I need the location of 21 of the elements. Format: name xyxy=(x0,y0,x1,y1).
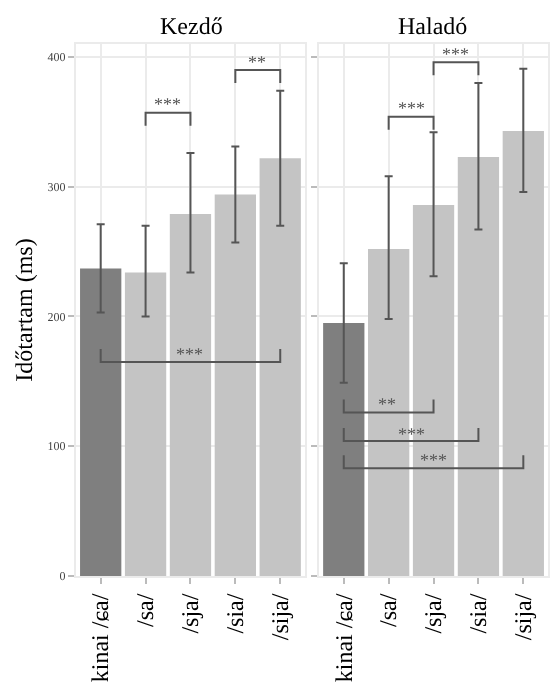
x-tick-label: /sia/ xyxy=(221,592,250,634)
x-tick-label: /sia/ xyxy=(464,592,493,634)
annotation: ** xyxy=(378,394,397,414)
annotation: *** xyxy=(442,44,470,64)
x-tick-label: /sa/ xyxy=(374,592,403,627)
chart-title: Haladó xyxy=(398,12,468,40)
x-tick-label: kinai /ɕa/ xyxy=(329,592,358,683)
x-tick-label: /sija/ xyxy=(509,592,538,641)
annotation: *** xyxy=(420,450,448,470)
annotation: *** xyxy=(176,344,204,364)
annotation: ** xyxy=(248,52,267,72)
chart-title: Kezdő xyxy=(160,12,223,40)
annotation: *** xyxy=(154,94,182,114)
annotation: *** xyxy=(398,424,426,444)
x-tick-label: /sa/ xyxy=(131,592,160,627)
x-tick-label: /sija/ xyxy=(266,592,295,641)
x-tick-label: /sja/ xyxy=(176,592,205,634)
x-tick-label: /sja/ xyxy=(419,592,448,634)
annotation: *** xyxy=(398,98,426,118)
x-tick-label: kinai /ɕa/ xyxy=(86,592,115,683)
y-axis-title: Időtartam (ms) xyxy=(10,238,39,382)
